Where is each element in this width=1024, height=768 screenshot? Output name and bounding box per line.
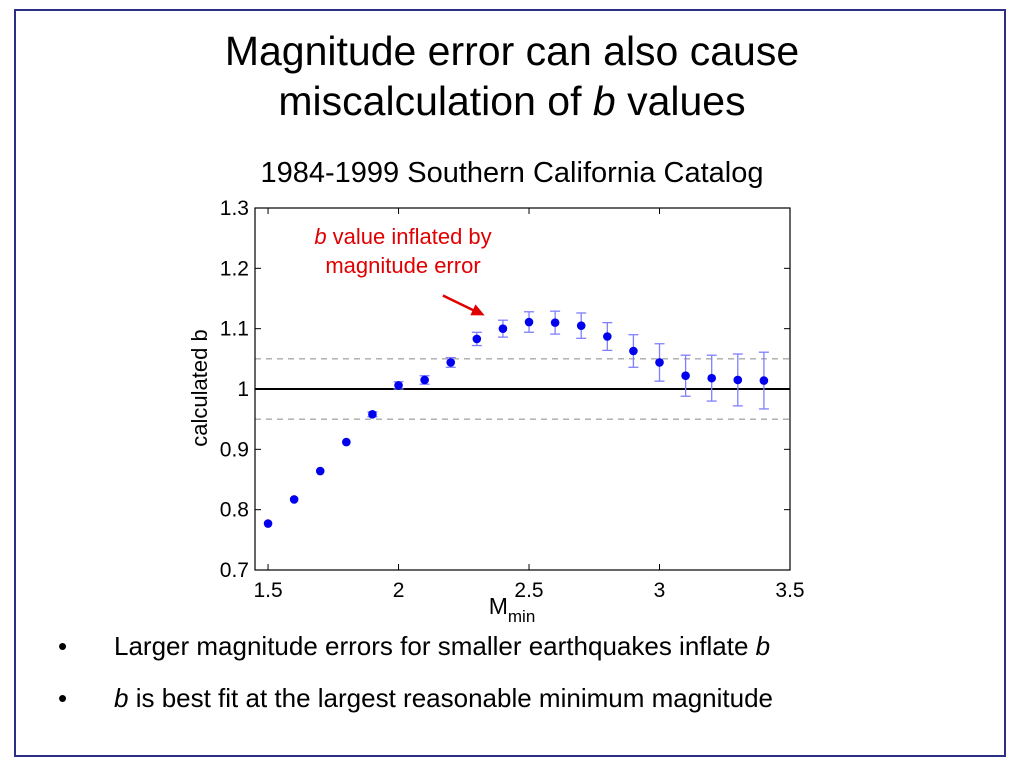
bullet-list: • Larger magnitude errors for smaller ea… [58, 626, 998, 730]
data-point [524, 317, 534, 327]
data-point [733, 375, 743, 385]
data-point [472, 334, 482, 344]
x-axis-label-subscript: min [508, 607, 535, 626]
data-point [498, 324, 508, 333]
y-axis-label: calculated b [187, 329, 212, 446]
data-point [368, 410, 377, 419]
x-axis-label: Mmin [489, 593, 536, 626]
title-line-2: miscalculation of b values [0, 76, 1024, 126]
x-tick-label: 2.5 [514, 579, 543, 602]
slide-frame [14, 9, 1006, 757]
y-tick-label: 1 [237, 378, 249, 401]
x-tick-label: 2 [393, 579, 405, 602]
chart-subtitle: 1984-1999 Southern California Catalog [260, 157, 764, 189]
title-line-1: Magnitude error can also cause [224, 28, 800, 74]
data-point [707, 373, 717, 383]
y-tick-label: 0.7 [220, 559, 249, 582]
y-tick-label: 0.9 [220, 438, 249, 461]
annotation-arrow-head [470, 304, 485, 316]
bullet-item-2: • b is best fit at the largest reasonabl… [58, 678, 998, 730]
x-axis-label-main: M [489, 593, 508, 619]
data-point [681, 371, 690, 381]
data-point [420, 375, 429, 385]
bullet-marker: • [58, 683, 68, 713]
title-line-2-pre: miscalculation of [278, 78, 593, 124]
data-point [759, 376, 769, 385]
bullet-item-1: • Larger magnitude errors for smaller ea… [58, 626, 998, 678]
data-point [550, 318, 560, 327]
data-point [263, 519, 273, 528]
axis-labels-layer: calculated b Mmin [187, 329, 535, 626]
title-line-2-post: values [615, 78, 746, 124]
data-points-layer [263, 317, 769, 528]
error-bars-layer [367, 310, 769, 418]
bullet-text-1: Larger magnitude errors for smaller eart… [114, 631, 771, 661]
y-tick-label: 1.1 [220, 318, 249, 341]
annotation-line-1: b value inflated by [268, 222, 538, 251]
axes-layer: 1.5 2 2.5 3 3.5 0.7 0.8 0.9 1 1.1 1.2 1.3 [220, 197, 805, 602]
annotation-variable-b: b [314, 224, 327, 249]
x-tick-label: 1.5 [253, 579, 282, 602]
annotation-line-2: magnitude error [325, 253, 481, 278]
annotation-arrow-layer [442, 294, 485, 316]
data-point [446, 358, 456, 367]
annotation-arrow-shaft [442, 294, 478, 314]
y-tick-label: 1.3 [220, 197, 249, 220]
bullet-marker: • [58, 631, 68, 661]
bullet-variable-b: b [114, 683, 129, 713]
data-point [629, 346, 638, 356]
data-point [289, 495, 299, 504]
reference-lines-layer [255, 358, 790, 420]
data-point [315, 466, 325, 476]
data-point [655, 358, 664, 367]
y-tick-label: 0.8 [220, 499, 249, 522]
data-point [603, 332, 612, 341]
annotation-text: b value inflated by magnitude error [268, 222, 538, 280]
x-tick-label: 3.5 [775, 579, 804, 602]
data-point [394, 381, 403, 390]
bullet-variable-b: b [755, 631, 771, 661]
slide-title: Magnitude error can also cause miscalcul… [0, 26, 1024, 126]
x-tick-label: 3 [654, 579, 666, 602]
y-tick-label: 1.2 [220, 257, 249, 280]
bullet-text-2: b is best fit at the largest reasonable … [114, 683, 774, 713]
annotation-line-1-rest: value inflated by [326, 224, 492, 249]
data-point [342, 437, 351, 447]
title-variable-b: b [592, 78, 616, 124]
data-point [576, 321, 586, 330]
